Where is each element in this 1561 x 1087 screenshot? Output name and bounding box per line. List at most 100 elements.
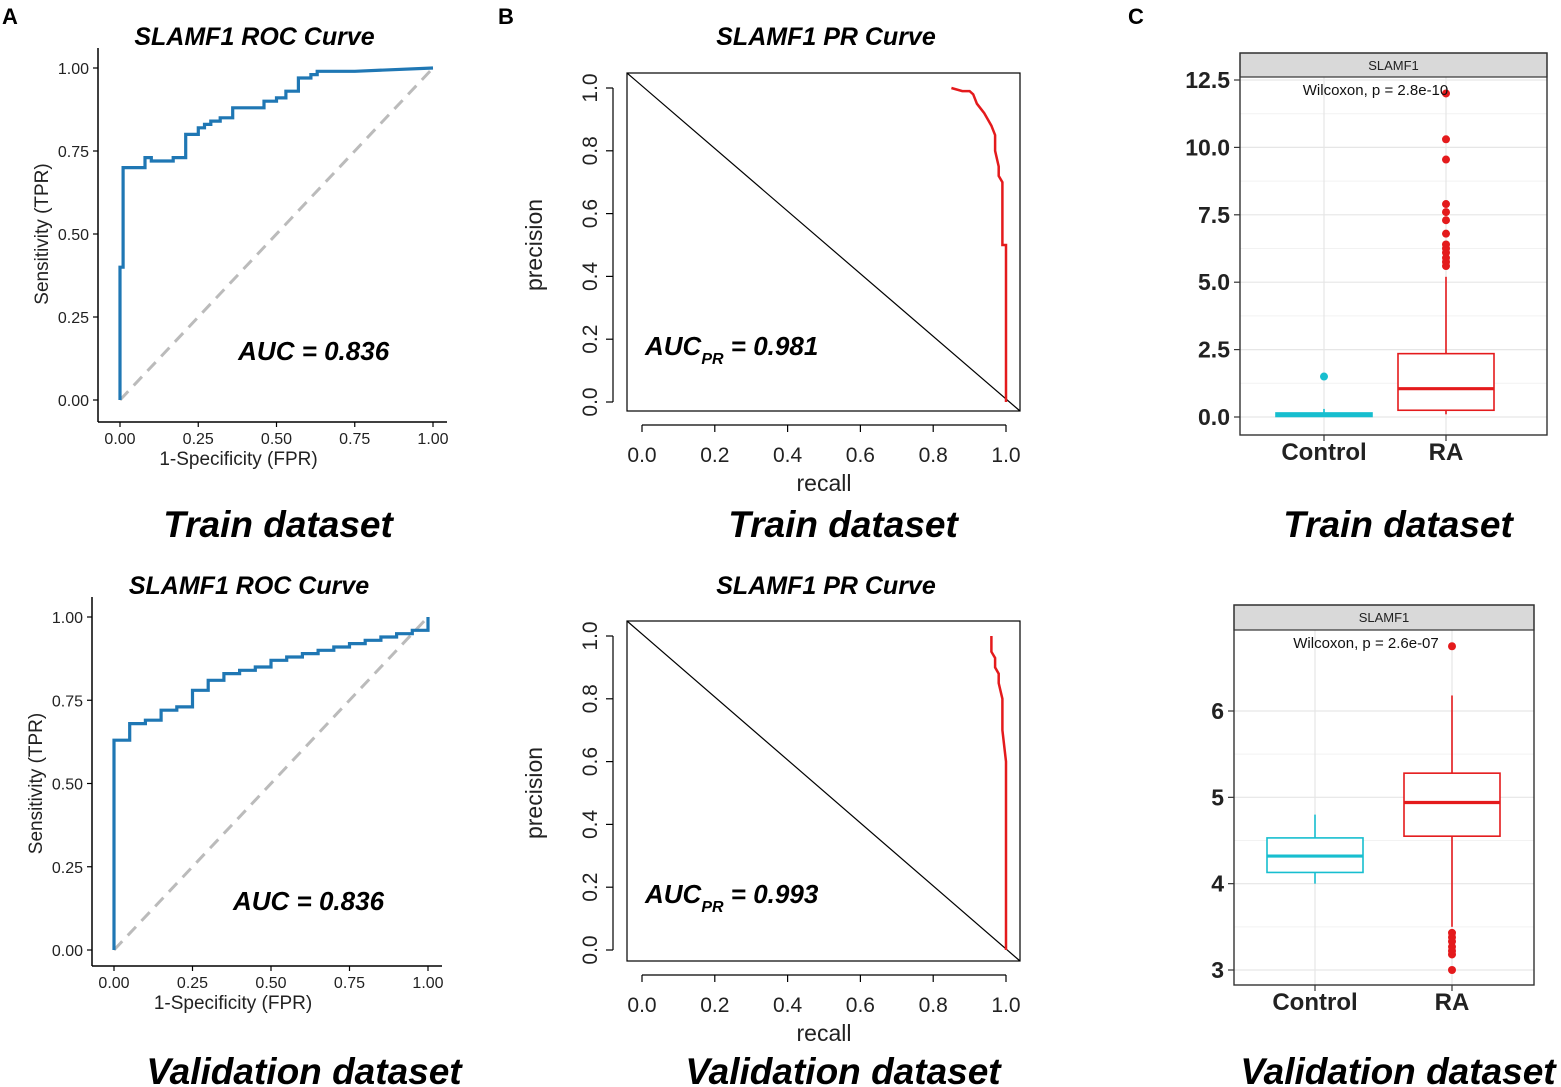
x-tick-label: 0.2 [700, 994, 729, 1017]
y-tick-label: 0.50 [58, 227, 89, 244]
roc-curve [112, 617, 430, 950]
y-tick-label: 0.75 [58, 144, 89, 161]
x-tick-label: 0.8 [919, 994, 948, 1017]
x-tick-label: 0.2 [700, 444, 729, 467]
roc-train-chart: 0.00 0.25 0.50 0.75 1.00 0.00 0.25 0.50 0.75 1.00… [32, 23, 449, 470]
auc-pr-annotation: AUCPR = 0.981 [644, 331, 818, 368]
outlier-point [1442, 135, 1450, 144]
chart-title: SLAMF1 PR Curve [716, 23, 936, 51]
y-tick-label: 0.25 [52, 860, 83, 877]
plot-frame [626, 620, 1021, 962]
y-tick-label: 1.0 [579, 621, 602, 650]
x-tick-label: 0.6 [846, 444, 875, 467]
y-tick-label: 0.0 [1198, 404, 1230, 430]
y-tick-label: 3 [1211, 957, 1224, 983]
chart-title: SLAMF1 PR Curve [716, 572, 936, 600]
y-tick-label: 5.0 [1198, 269, 1230, 295]
caption-roc-train: Train dataset [163, 504, 394, 545]
x-axis-label: recall [797, 1020, 852, 1046]
wilcoxon-annotation: Wilcoxon, p = 2.8e-10 [1303, 82, 1449, 99]
outlier-point [1442, 240, 1450, 249]
outlier-point [1448, 966, 1456, 974]
caption-roc-validation: Validation dataset [146, 1051, 463, 1087]
x-tick-label: RA [1435, 989, 1470, 1016]
x-tick-label: 0.75 [339, 431, 370, 448]
y-tick-label: 0.00 [58, 393, 89, 410]
outlier-point [1442, 155, 1450, 164]
x-tick-label: 0.0 [627, 994, 656, 1017]
box-ra [1397, 352, 1495, 412]
x-tick-label: RA [1429, 439, 1464, 466]
x-tick-label: 1.0 [991, 444, 1020, 467]
caption-pr-validation: Validation dataset [685, 1051, 1002, 1087]
y-tick-label: 0.50 [52, 777, 83, 794]
x-tick-label: 0.25 [183, 431, 214, 448]
y-tick-label: 0.6 [579, 199, 602, 228]
x-axis-label: 1-Specificity (FPR) [154, 993, 312, 1014]
auc-subscript: PR [701, 899, 724, 916]
roc-curve [118, 66, 434, 400]
y-tick-label: 6 [1211, 698, 1224, 724]
chart-title: SLAMF1 ROC Curve [134, 23, 374, 51]
outlier-point [1448, 928, 1456, 937]
box-train-chart: SLAMF1 0.0 2.5 5.0 7.5 10.0 12.5 Control RA Wilco… [1185, 52, 1548, 466]
y-tick-label: 1.0 [579, 73, 602, 102]
auc-pr-annotation: AUCPR = 0.993 [644, 879, 819, 916]
outlier-point [1442, 229, 1450, 238]
panel-border [1239, 52, 1548, 436]
y-tick-label: 0.6 [579, 747, 602, 776]
wilcoxon-annotation: Wilcoxon, p = 2.6e-07 [1293, 635, 1439, 652]
x-tick-label: 0.4 [773, 444, 803, 467]
x-tick-label: 0.25 [177, 975, 208, 992]
y-tick-label: 0.0 [579, 935, 602, 964]
y-tick-label: 0.2 [579, 325, 602, 354]
roc-validation-chart: 0.00 0.25 0.50 0.75 1.00 0.00 0.25 0.50 0.75 1.00… [26, 572, 444, 1014]
caption-box-validation: Validation dataset [1240, 1051, 1557, 1087]
panel-border [1233, 604, 1535, 986]
y-tick-label: 0.4 [579, 261, 602, 291]
reference-diagonal [626, 620, 1021, 962]
outlier-point [1448, 642, 1456, 651]
panel-label-a: A [2, 4, 18, 29]
plot-background [1240, 77, 1547, 435]
reference-diagonal [112, 615, 430, 952]
panel-label-c: C [1128, 4, 1144, 29]
facet-strip [1239, 52, 1548, 78]
x-tick-label: 0.75 [334, 975, 365, 992]
y-tick-label: 4 [1211, 871, 1224, 897]
pr-curve [951, 86, 1008, 402]
x-tick-label: 1.00 [412, 975, 443, 992]
x-tick-label: Control [1281, 439, 1366, 466]
box-validation-chart: SLAMF1 3 4 5 6 Control RA Wilcoxon, p = 2.6e-07 [1211, 604, 1535, 1016]
y-tick-label: 2.5 [1198, 337, 1230, 363]
auc-value: = 0.993 [724, 879, 819, 909]
chart-title: SLAMF1 ROC Curve [129, 572, 369, 600]
y-tick-label: 12.5 [1185, 67, 1230, 93]
y-tick-label: 0.2 [579, 873, 602, 902]
caption-pr-train: Train dataset [728, 504, 959, 545]
outlier-point [1320, 372, 1328, 381]
box-ra [1403, 772, 1501, 837]
y-tick-label: 0.00 [52, 943, 83, 960]
auc-annotation: AUC = 0.836 [237, 336, 390, 366]
panel-label-b: B [498, 4, 514, 29]
y-tick-label: 5 [1211, 784, 1224, 810]
x-tick-label: 0.00 [98, 975, 129, 992]
outlier-point [1442, 216, 1450, 225]
y-axis-label: Sensitivity (TPR) [32, 163, 53, 304]
outlier-point [1442, 89, 1450, 98]
y-axis-label: precision [521, 747, 547, 839]
outlier-point [1442, 200, 1450, 209]
x-tick-label: 0.00 [104, 431, 135, 448]
x-tick-label: 0.6 [846, 994, 875, 1017]
reference-diagonal [626, 72, 1021, 412]
pr-curve [990, 636, 1008, 950]
x-tick-label: 0.50 [255, 975, 286, 992]
y-tick-label: 1.00 [52, 610, 83, 627]
x-axis-label: recall [797, 470, 852, 496]
facet-strip-label: SLAMF1 [1368, 58, 1419, 73]
y-axis-label: Sensitivity (TPR) [26, 713, 47, 854]
y-tick-label: 0.8 [579, 684, 602, 713]
x-tick-label: 1.00 [417, 431, 448, 448]
